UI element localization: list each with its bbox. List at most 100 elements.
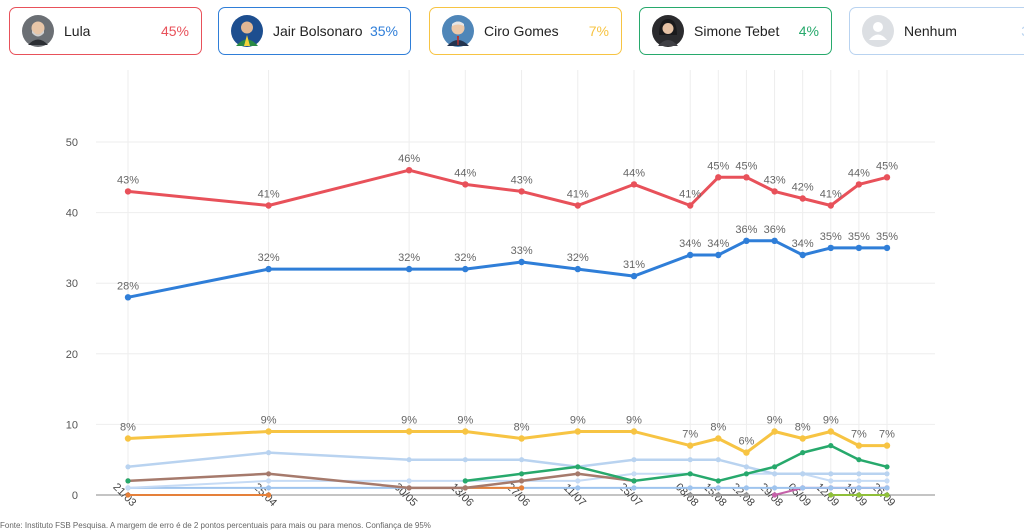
data-label: 36% (764, 224, 786, 236)
data-point (687, 457, 693, 463)
candidate-name: Jair Bolsonaro (273, 23, 363, 39)
data-label: 33% (511, 245, 533, 257)
data-point (631, 457, 637, 463)
data-point (856, 478, 862, 484)
data-point (771, 188, 778, 195)
data-point (630, 428, 638, 435)
data-label: 41% (820, 189, 842, 201)
data-point (266, 485, 272, 491)
y-axis: 0 10 20 30 40 50 (66, 137, 78, 502)
data-point (855, 244, 863, 252)
bolsonaro-avatar (231, 15, 263, 47)
series-line (464, 444, 889, 483)
data-point (574, 428, 581, 435)
chart-series (124, 167, 891, 498)
data-point (828, 492, 834, 498)
candidate-card-lula[interactable]: Lula 45% (9, 7, 202, 55)
data-point (575, 485, 581, 491)
data-label: 41% (567, 189, 589, 201)
data-point (856, 457, 862, 463)
data-label: 32% (258, 252, 280, 264)
data-point (124, 294, 132, 301)
data-label: 6% (738, 436, 754, 448)
chart-grid (96, 70, 935, 496)
data-point (828, 443, 834, 449)
data-point (884, 492, 890, 498)
series-outros-6 (828, 492, 890, 498)
data-label: 9% (626, 415, 642, 427)
series-lula (124, 167, 891, 209)
data-point (772, 492, 778, 498)
data-point (743, 485, 750, 491)
candidate-card-bolsonaro[interactable]: Jair Bolsonaro 35% (218, 7, 411, 55)
data-point (743, 492, 750, 498)
y-tick-label: 30 (66, 278, 78, 290)
data-point (715, 174, 722, 181)
candidate-card-tebet[interactable]: Simone Tebet 4% (639, 7, 832, 55)
data-point (574, 202, 581, 209)
data-point (828, 478, 834, 484)
candidate-name: Ciro Gomes (484, 23, 559, 39)
data-point (125, 478, 131, 484)
data-label: 32% (454, 252, 476, 264)
data-label: 32% (398, 252, 420, 264)
data-point (884, 471, 890, 477)
data-point (856, 471, 862, 477)
data-point (265, 265, 272, 273)
data-label: 9% (823, 415, 839, 427)
data-point (574, 265, 581, 273)
data-point (715, 435, 722, 442)
data-point (743, 449, 750, 456)
data-label: 7% (879, 429, 895, 441)
data-point (715, 457, 721, 463)
data-point (687, 442, 694, 449)
data-point (405, 167, 413, 174)
data-point (631, 485, 637, 491)
candidate-name: Lula (64, 23, 91, 39)
data-point (630, 181, 638, 188)
data-label: 44% (623, 167, 645, 179)
y-tick-label: 0 (72, 490, 78, 502)
candidate-name: Simone Tebet (694, 23, 780, 39)
data-point (827, 202, 834, 209)
data-label: 44% (848, 167, 870, 179)
data-point (124, 188, 132, 195)
data-point (687, 251, 694, 259)
data-point (856, 492, 862, 498)
data-point (265, 428, 272, 435)
data-point (799, 435, 806, 442)
data-label: 45% (876, 160, 898, 172)
data-point (743, 174, 750, 181)
data-point (405, 428, 413, 435)
data-point (827, 428, 834, 435)
candidate-card-nenhum[interactable]: Nenhum 3 (849, 7, 1024, 55)
data-point (519, 478, 525, 484)
candidate-name: Nenhum (904, 23, 957, 39)
data-point (855, 181, 863, 188)
data-point (124, 435, 132, 442)
data-point (406, 457, 412, 463)
data-point (743, 237, 750, 244)
tebet-avatar (652, 15, 684, 47)
data-label: 9% (261, 415, 277, 427)
data-label: 41% (258, 189, 280, 201)
data-point (800, 450, 806, 456)
data-label: 45% (707, 160, 729, 172)
data-point (883, 244, 891, 252)
data-point (771, 237, 778, 244)
y-tick-label: 50 (66, 137, 78, 149)
data-point (266, 478, 272, 484)
data-label: 9% (457, 415, 473, 427)
ciro-avatar (442, 15, 474, 47)
source-note: Fonte: Instituto FSB Pesquisa. A margem … (0, 521, 431, 530)
data-label: 9% (401, 415, 417, 427)
data-label: 36% (735, 224, 757, 236)
data-point (575, 471, 581, 477)
data-point (405, 265, 413, 273)
data-point (462, 265, 469, 273)
data-point (800, 485, 806, 491)
candidate-card-ciro[interactable]: Ciro Gomes 7% (429, 7, 622, 55)
data-point (462, 457, 468, 463)
data-point (631, 471, 637, 477)
